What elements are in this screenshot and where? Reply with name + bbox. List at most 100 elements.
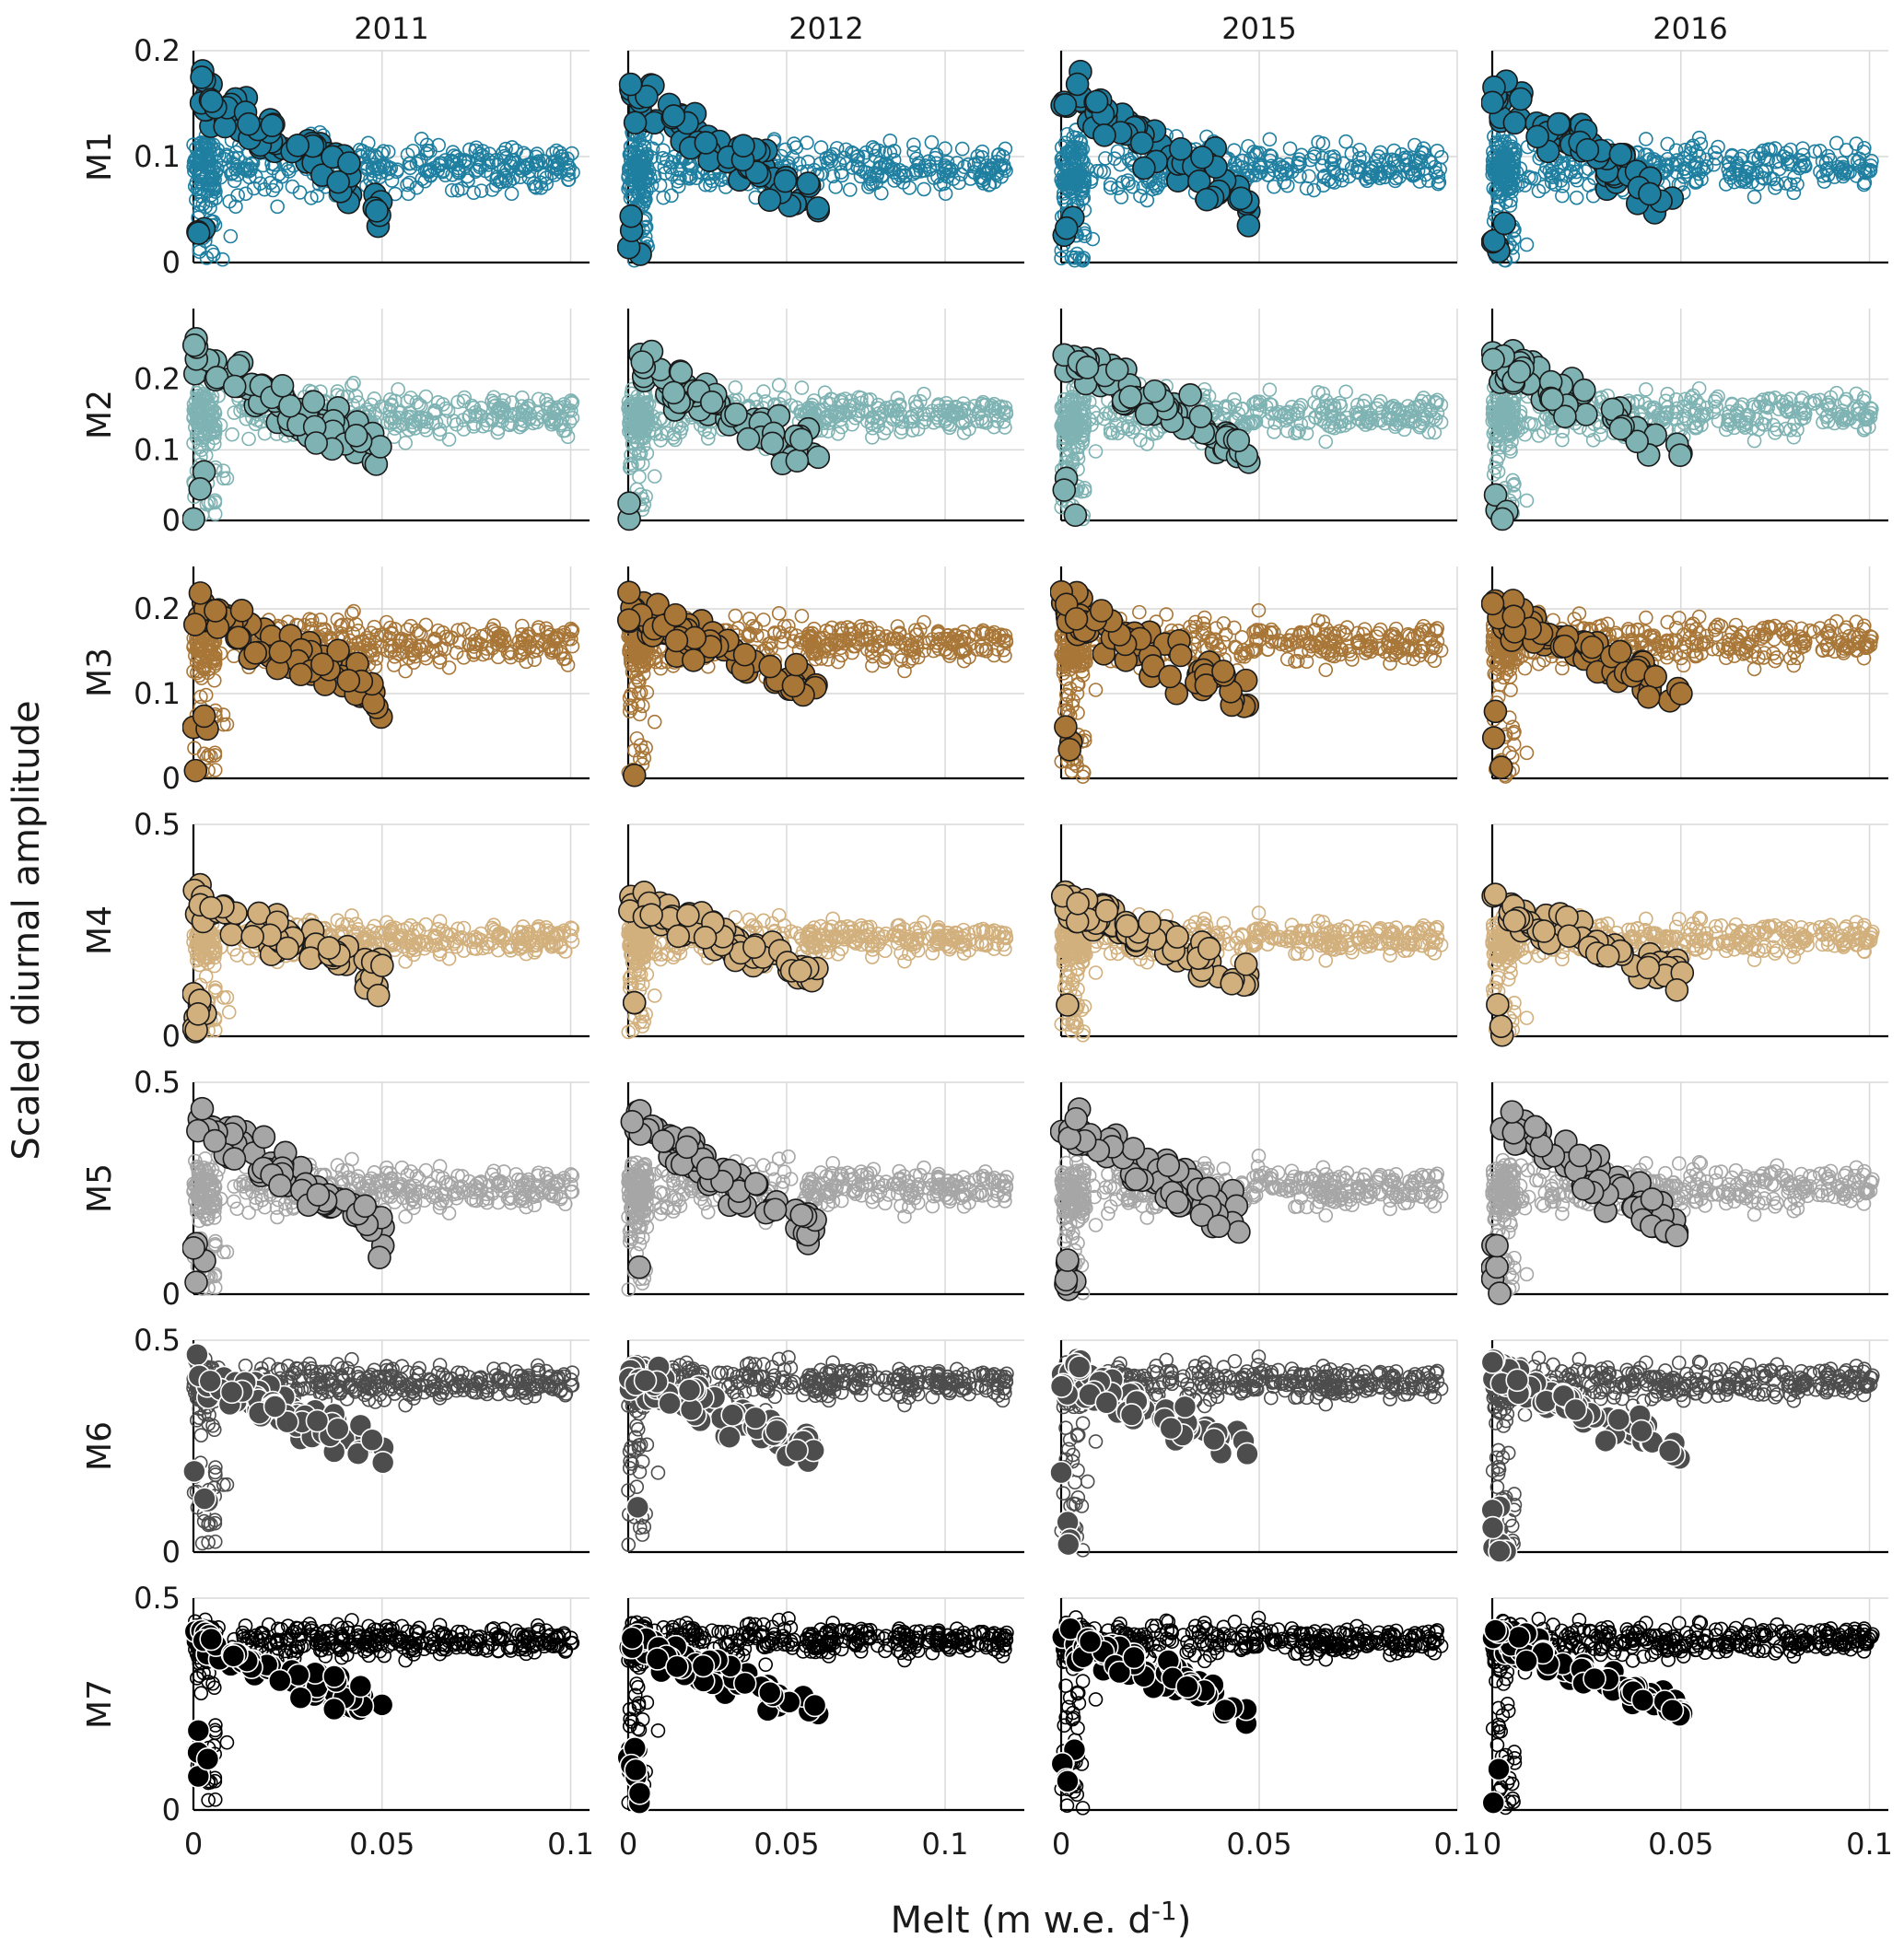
data-point <box>1677 391 1693 407</box>
data-point <box>246 181 262 196</box>
highlight-point <box>1195 187 1219 212</box>
data-point <box>625 137 641 152</box>
data-point <box>1103 177 1118 193</box>
data-point <box>939 163 953 178</box>
data-point <box>955 415 971 431</box>
data-point <box>998 141 1013 157</box>
data-point <box>842 182 858 197</box>
data-point <box>1217 401 1232 415</box>
points <box>182 581 580 783</box>
data-point <box>767 625 782 640</box>
data-point <box>1125 425 1140 439</box>
data-point <box>966 158 982 172</box>
highlight-point <box>286 134 310 158</box>
data-point <box>645 409 660 424</box>
data-point <box>671 179 686 193</box>
data-point <box>1493 417 1508 433</box>
data-point <box>771 606 787 621</box>
data-point <box>1485 162 1501 177</box>
data-point <box>275 169 289 184</box>
data-point <box>844 393 859 409</box>
data-point <box>748 391 764 407</box>
data-point <box>1840 165 1855 180</box>
data-point <box>1341 415 1357 430</box>
data-point <box>1352 142 1367 158</box>
highlight-point <box>1063 503 1088 528</box>
highlight-point <box>622 763 647 788</box>
data-point <box>1067 252 1082 268</box>
data-point <box>939 395 954 411</box>
data-point <box>1054 140 1069 155</box>
data-point <box>391 638 406 654</box>
highlight-point <box>682 648 706 672</box>
data-point <box>629 730 645 746</box>
highlight-point <box>758 654 782 679</box>
data-point <box>1660 136 1676 152</box>
data-point <box>1110 426 1126 441</box>
data-point <box>867 142 882 157</box>
data-point <box>624 687 638 702</box>
data-point <box>1849 386 1864 402</box>
data-point <box>191 180 206 195</box>
data-point <box>495 398 510 414</box>
panel-M2-2011: 00.10.2 <box>134 309 590 538</box>
data-point <box>801 628 816 644</box>
data-point <box>1555 432 1570 448</box>
data-point <box>1282 141 1298 157</box>
data-point <box>1349 411 1365 426</box>
data-point <box>905 166 921 181</box>
data-point <box>367 619 382 635</box>
highlight-point <box>1571 378 1596 403</box>
highlight-point <box>182 333 206 357</box>
data-point <box>1489 135 1503 150</box>
data-point <box>561 167 576 182</box>
data-point <box>1505 413 1520 427</box>
data-point <box>444 182 460 198</box>
highlight-point <box>1226 428 1251 452</box>
data-point <box>1278 413 1293 428</box>
data-point <box>1863 405 1878 421</box>
data-point <box>1074 153 1090 169</box>
data-point <box>1749 412 1765 427</box>
data-point <box>203 200 217 216</box>
data-point <box>1417 408 1432 424</box>
data-point <box>1687 406 1702 422</box>
data-point <box>1850 154 1865 169</box>
y-tick-label: 0.1 <box>134 139 181 174</box>
data-point <box>954 141 970 157</box>
data-point <box>1302 152 1318 168</box>
data-point <box>1073 145 1089 160</box>
data-point <box>464 398 480 414</box>
data-point <box>1077 416 1092 431</box>
data-point <box>627 642 642 657</box>
data-point <box>996 634 1011 648</box>
data-point <box>1262 148 1278 163</box>
data-point <box>531 620 546 635</box>
data-point <box>1267 425 1281 439</box>
data-point <box>560 157 575 171</box>
data-point <box>631 455 646 471</box>
data-point <box>987 630 1003 645</box>
data-point <box>632 469 647 485</box>
data-point <box>1544 175 1559 190</box>
data-point <box>889 409 905 425</box>
data-point <box>894 415 910 429</box>
panel-M1-2015 <box>1050 50 1458 268</box>
data-point <box>495 174 510 190</box>
highlight-point <box>1052 478 1077 502</box>
data-point <box>265 182 281 198</box>
highlight-point <box>785 449 810 473</box>
data-point <box>401 186 416 202</box>
highlight-point <box>1507 359 1532 384</box>
data-point <box>521 164 537 179</box>
data-point <box>1851 400 1867 415</box>
y-tick-label: 0 <box>162 245 181 280</box>
data-point <box>1669 401 1685 416</box>
highlight-point <box>1547 111 1571 136</box>
data-point <box>418 650 434 666</box>
data-point <box>561 162 576 178</box>
data-point <box>1553 173 1569 188</box>
data-point <box>1070 450 1086 466</box>
highlight-point <box>1092 123 1116 147</box>
highlight-point <box>1481 90 1504 115</box>
